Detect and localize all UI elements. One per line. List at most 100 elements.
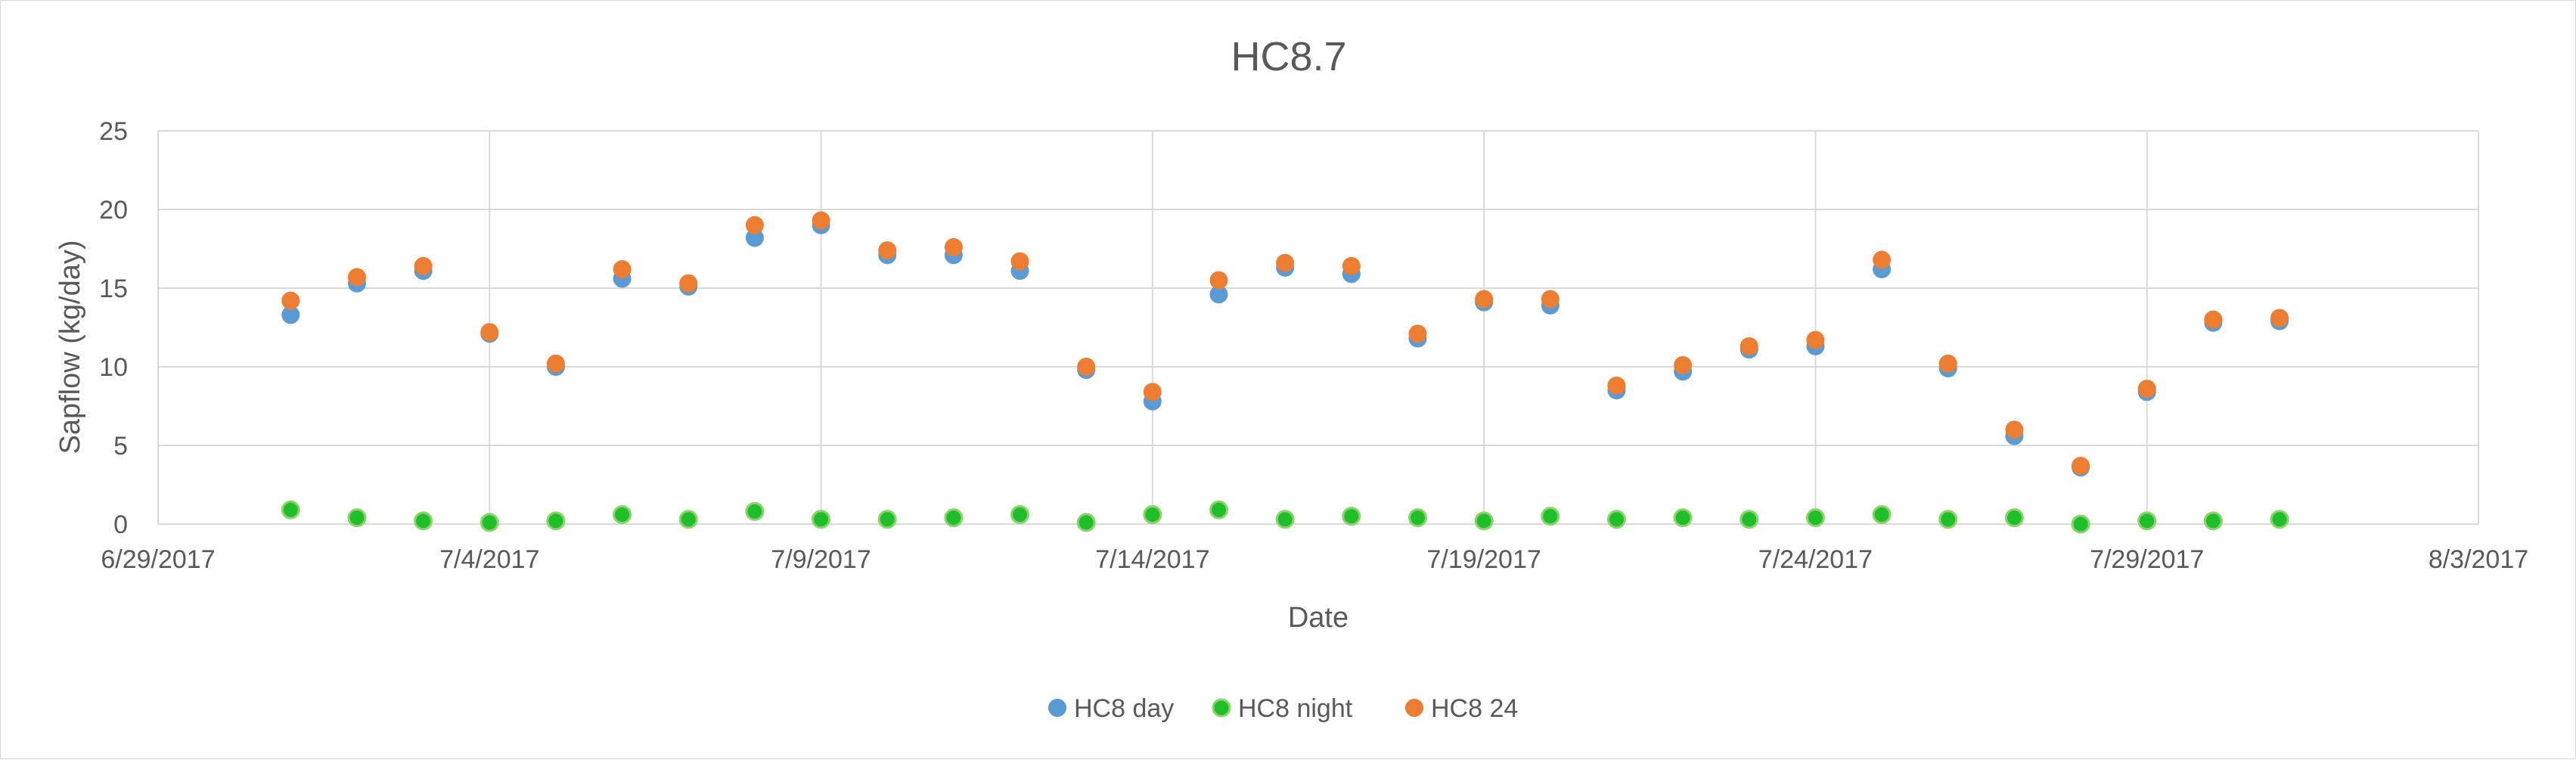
data-point: [1143, 505, 1162, 525]
data-point: [1938, 510, 1958, 529]
data-point: [2137, 511, 2157, 531]
data-point: [1475, 290, 1494, 309]
x-tick-label: 7/19/2017: [1427, 545, 1541, 574]
data-point: [944, 237, 963, 256]
data-point: [281, 291, 300, 310]
data-point: [1209, 271, 1228, 290]
data-point: [745, 501, 765, 521]
data-point: [1209, 500, 1229, 520]
data-point: [2004, 508, 2024, 528]
data-point: [281, 500, 300, 520]
data-point: [546, 354, 565, 373]
legend-label: HC8 24: [1431, 694, 1518, 723]
data-point: [1143, 383, 1162, 402]
data-point: [745, 216, 764, 234]
data-point: [281, 306, 300, 324]
data-point: [414, 256, 433, 275]
x-tick-label: 7/9/2017: [771, 545, 871, 574]
data-point: [678, 510, 698, 529]
data-point: [1342, 256, 1361, 275]
x-tick-label: 7/29/2017: [2090, 545, 2204, 574]
series-hc8-night: [281, 500, 2289, 534]
data-point: [1873, 250, 1892, 269]
y-tick-label: 5: [113, 432, 128, 461]
data-point: [812, 510, 831, 529]
data-point: [1607, 376, 1626, 395]
y-tick-label: 0: [113, 510, 128, 539]
data-point: [2270, 309, 2289, 327]
y-tick-labels: 0 5 10 15 20 25: [99, 117, 128, 539]
legend-label: HC8 night: [1238, 694, 1353, 723]
data-point: [1606, 510, 1626, 529]
data-point: [546, 511, 566, 531]
x-tick-label: 6/29/2017: [101, 545, 215, 574]
data-point: [1407, 508, 1427, 528]
data-point: [480, 513, 499, 532]
data-point: [613, 260, 632, 279]
data-point: [1408, 324, 1427, 343]
data-point: [812, 211, 830, 230]
data-point: [2137, 380, 2156, 399]
data-point: [1872, 505, 1892, 525]
legend-item: HC8 day: [1048, 694, 1174, 723]
data-point: [347, 268, 366, 287]
data-point: [2072, 457, 2090, 476]
legend-marker: [1405, 699, 1423, 717]
data-point: [1474, 511, 1494, 531]
data-points: [281, 211, 2289, 534]
y-tick-label: 20: [99, 196, 128, 225]
legend-item: HC8 24: [1405, 694, 1518, 723]
data-point: [2071, 514, 2090, 534]
data-point: [480, 323, 499, 342]
data-point: [1077, 358, 1096, 376]
legend-label: HC8 day: [1074, 694, 1174, 723]
data-point: [1541, 507, 1560, 526]
legend-item: HC8 night: [1212, 694, 1353, 723]
data-point: [1076, 513, 1096, 532]
data-point: [1674, 355, 1693, 374]
series-hc8-24: [281, 211, 2289, 476]
data-point: [1806, 330, 1825, 349]
x-tick-label: 7/4/2017: [439, 545, 539, 574]
data-point: [2005, 420, 2024, 439]
data-point: [414, 511, 433, 531]
y-tick-label: 10: [99, 353, 128, 382]
chart-title: HC8.7: [1231, 34, 1346, 79]
data-point: [745, 228, 764, 247]
data-point: [878, 241, 897, 260]
x-axis-label: Date: [1288, 602, 1349, 634]
legend: HC8 day HC8 night HC8 24: [1048, 694, 1518, 723]
data-point: [1938, 354, 1957, 373]
data-point: [1342, 507, 1361, 526]
data-point: [2203, 511, 2223, 531]
legend-marker: [1212, 698, 1231, 718]
y-axis-label: Sapflow (kg/day): [54, 240, 86, 454]
data-point: [1276, 253, 1295, 272]
data-point: [679, 274, 698, 293]
data-point: [1805, 508, 1825, 528]
y-tick-label: 25: [99, 117, 128, 146]
legend-marker: [1048, 699, 1066, 717]
grid-layer: [157, 130, 2479, 525]
x-tick-label: 7/24/2017: [1758, 545, 1873, 574]
data-point: [944, 508, 964, 528]
data-point: [613, 505, 632, 525]
data-point: [1010, 505, 1030, 525]
data-point: [2270, 510, 2289, 529]
data-point: [1541, 290, 1560, 309]
data-point: [1010, 252, 1029, 271]
data-point: [1673, 508, 1693, 528]
data-point: [1740, 510, 1759, 529]
data-point: [1740, 337, 1758, 355]
x-tick-label: 7/14/2017: [1095, 545, 1209, 574]
y-tick-label: 15: [99, 275, 128, 303]
data-point: [2204, 310, 2223, 329]
x-tick-labels: 6/29/2017 7/4/2017 7/9/2017 7/14/2017 7/19/2…: [101, 545, 2528, 574]
data-point: [347, 508, 367, 528]
data-point: [1275, 510, 1295, 529]
data-point: [1209, 285, 1228, 304]
x-tick-label: 8/3/2017: [2429, 545, 2528, 574]
data-point: [877, 510, 897, 529]
